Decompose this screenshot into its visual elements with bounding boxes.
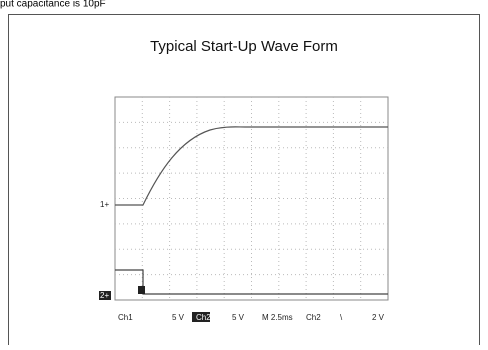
scope-readout: Ch2	[306, 313, 321, 322]
document: put capacitance is 10pF Typical Start-Up…	[0, 0, 488, 345]
trigger-marker	[138, 286, 145, 294]
scope-readout: 5 V	[172, 313, 185, 322]
page: put capacitance is 10pF Typical Start-Up…	[0, 0, 488, 345]
scope-readout: Ch2	[196, 313, 211, 322]
scope-readout: Ch1	[118, 313, 133, 322]
scope-readout: \	[340, 313, 343, 322]
caption-fragment: put capacitance is 10pF	[0, 0, 106, 10]
scope-readout: 2 V	[372, 313, 385, 322]
scope-readout: M 2.5ms	[262, 313, 293, 322]
figure-title: Typical Start-Up Wave Form	[150, 38, 338, 55]
channel-marker: 2+	[100, 291, 109, 300]
scope-readout: 5 V	[232, 313, 245, 322]
channel-marker: 1+	[100, 200, 109, 209]
oscilloscope: 1+ 2+ Ch1 5 V Ch2 5 V M 2.5ms Ch2 \ 2 V	[99, 97, 388, 322]
